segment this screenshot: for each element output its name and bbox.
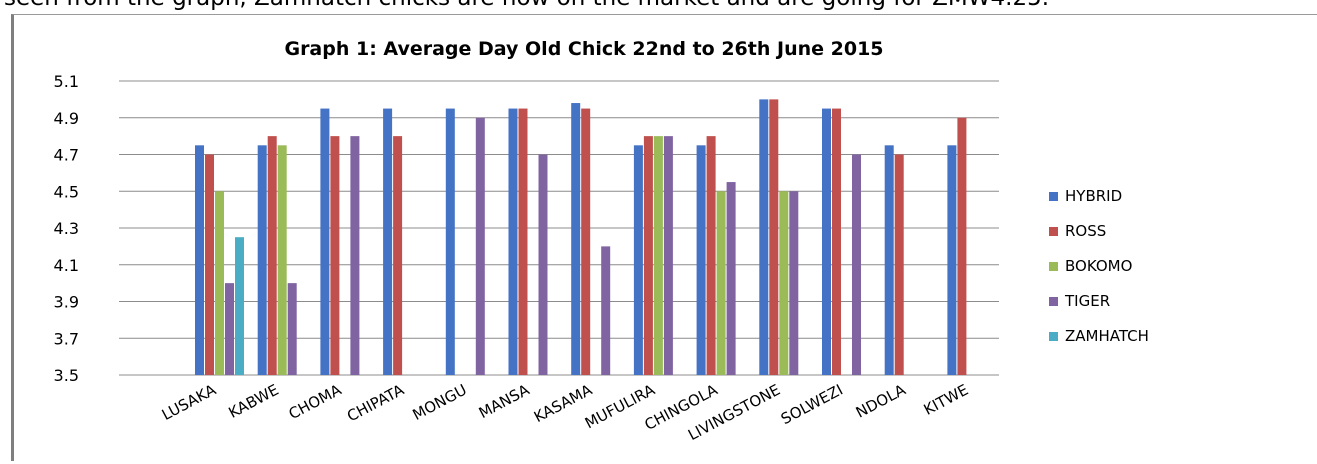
bar-ross-kasama xyxy=(581,108,591,375)
gridlines xyxy=(119,80,999,376)
bar-hybrid-choma xyxy=(320,108,330,375)
bar-ross-chingola xyxy=(706,136,716,375)
bar-tiger-kabwe xyxy=(287,283,297,375)
bar-ross-chipata xyxy=(393,136,403,375)
x-tick-label: NDOLA xyxy=(853,380,909,421)
bar-hybrid-livingstone xyxy=(759,99,769,375)
bar-bokomo-mufulira xyxy=(653,136,663,375)
legend-swatch-zamhatch xyxy=(1049,332,1058,341)
bar-zamhatch-lusaka xyxy=(235,237,244,375)
bar-tiger-mongu xyxy=(475,117,485,375)
bar-hybrid-lusaka xyxy=(195,145,204,375)
bar-ross-kabwe xyxy=(267,136,277,375)
bar-ross-livingstone xyxy=(769,99,779,375)
bar-ross-lusaka xyxy=(205,154,214,375)
x-tick-label: CHOMA xyxy=(286,380,345,423)
bar-hybrid-mansa xyxy=(508,108,518,375)
bar-chart: Graph 1: Average Day Old Chick 22nd to 2… xyxy=(54,38,1149,444)
legend-label: ROSS xyxy=(1065,222,1106,240)
legend-label: ZAMHATCH xyxy=(1065,327,1149,345)
legend-label: TIGER xyxy=(1064,292,1110,310)
x-tick-label: MANSA xyxy=(476,380,533,422)
bar-hybrid-kasama xyxy=(571,103,581,376)
y-tick-label: 4.3 xyxy=(54,219,79,238)
y-tick-label: 4.7 xyxy=(54,146,79,165)
y-tick-label: 5.1 xyxy=(54,72,79,91)
x-tick-label: LUSAKA xyxy=(159,380,220,424)
x-axis-labels: LUSAKA KABWE CHOMA CHIPATA MONGU MANSAKASAMAM… xyxy=(159,380,971,444)
x-tick-label: KABWE xyxy=(226,381,282,422)
legend-swatch-tiger xyxy=(1049,297,1058,306)
y-axis-ticks: 5.1 4.9 4.7 4.5 4.3 4.1 3.9 3.7 3.5 xyxy=(54,72,79,385)
bar-bokomo-livingstone xyxy=(779,191,789,375)
x-tick-label: SOLWEZI xyxy=(778,381,846,429)
y-tick-label: 3.5 xyxy=(54,366,79,385)
bar-tiger-mansa xyxy=(538,154,548,375)
bar-bokomo-kabwe xyxy=(277,145,287,375)
bar-ross-kitwe xyxy=(957,117,967,375)
bar-hybrid-chingola xyxy=(696,145,706,375)
y-tick-label: 4.9 xyxy=(54,109,79,128)
chart-frame: Graph 1: Average Day Old Chick 22nd to 2… xyxy=(11,14,1317,461)
bar-hybrid-mufulira xyxy=(633,145,643,375)
bar-hybrid-chipata xyxy=(383,108,393,375)
legend: HYBRID ROSS BOKOMO TIGER ZAMHATCH xyxy=(1049,187,1149,345)
x-tick-label: MONGU xyxy=(410,381,470,424)
legend-label: BOKOMO xyxy=(1065,257,1132,275)
bar-tiger-lusaka xyxy=(225,283,234,375)
chart-title: Graph 1: Average Day Old Chick 22nd to 2… xyxy=(284,38,883,60)
bar-hybrid-mongu xyxy=(445,108,455,375)
bar-ross-ndola xyxy=(894,154,904,375)
bars xyxy=(195,99,967,376)
x-tick-label: KITWE xyxy=(921,381,972,419)
bar-tiger-choma xyxy=(350,136,360,375)
bar-ross-mansa xyxy=(518,108,528,375)
legend-swatch-bokomo xyxy=(1049,262,1058,271)
bar-bokomo-lusaka xyxy=(215,191,224,375)
intro-text: seen from the graph, Zamhatch chicks are… xyxy=(4,0,1049,11)
legend-swatch-ross xyxy=(1049,227,1058,236)
y-tick-label: 4.5 xyxy=(54,182,79,201)
bar-bokomo-chingola xyxy=(716,191,726,375)
y-tick-label: 4.1 xyxy=(54,256,79,275)
legend-label: HYBRID xyxy=(1065,187,1122,205)
bar-ross-solwezi xyxy=(832,108,841,375)
y-tick-label: 3.9 xyxy=(54,293,79,312)
bar-hybrid-kabwe xyxy=(257,145,267,375)
bar-hybrid-solwezi xyxy=(822,108,831,375)
bar-tiger-chingola xyxy=(726,182,736,375)
bar-ross-mufulira xyxy=(643,136,653,375)
bar-tiger-kasama xyxy=(601,246,611,375)
bar-tiger-mufulira xyxy=(663,136,673,375)
bar-tiger-livingstone xyxy=(789,191,799,375)
x-tick-label: CHIPATA xyxy=(344,380,408,425)
bar-tiger-solwezi xyxy=(852,154,861,375)
bar-hybrid-ndola xyxy=(884,145,894,375)
bar-ross-choma xyxy=(330,136,340,375)
legend-swatch-hybrid xyxy=(1049,192,1058,201)
bar-hybrid-kitwe xyxy=(947,145,957,375)
y-tick-label: 3.7 xyxy=(54,329,79,348)
